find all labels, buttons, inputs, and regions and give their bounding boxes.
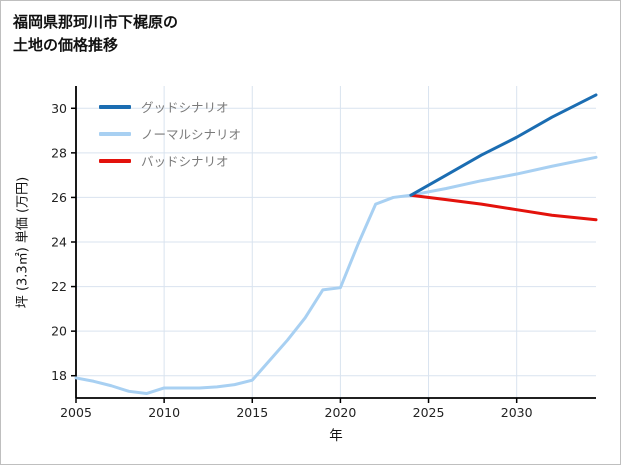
y-tick-label: 20 <box>51 324 67 339</box>
chart-title-line1: 福岡県那珂川市下梶原の <box>13 13 179 31</box>
legend-item-bad-scenario: バッドシナリオ <box>99 147 241 174</box>
x-tick-label: 2030 <box>501 405 533 420</box>
normal-scenario-line-swatch <box>99 131 131 136</box>
series-line-0 <box>409 93 598 197</box>
y-tick-label: 28 <box>51 145 67 160</box>
good-scenario-line-swatch <box>99 104 131 109</box>
legend-item-good-scenario: グッドシナリオ <box>99 93 241 120</box>
bad-scenario-line-swatch <box>99 158 131 163</box>
legend-item-normal-scenario: ノーマルシナリオ <box>99 120 241 147</box>
series-line-2 <box>409 193 598 222</box>
y-tick-label: 18 <box>51 368 67 383</box>
y-axis-label: 坪 (3.3㎡) 単価 (万円) <box>15 176 31 309</box>
legend-label: バッドシナリオ <box>141 154 229 169</box>
legend-label: グッドシナリオ <box>141 100 229 115</box>
x-tick-label: 2010 <box>148 405 180 420</box>
series-line-1 <box>74 155 598 396</box>
x-tick-label: 2005 <box>60 405 92 420</box>
x-tick-label: 2015 <box>236 405 268 420</box>
chart-legend: グッドシナリオ ノーマルシナリオ バッドシナリオ <box>99 93 241 174</box>
y-tick-label: 26 <box>51 190 67 205</box>
y-tick-label: 24 <box>51 235 67 250</box>
chart-title: 福岡県那珂川市下梶原の 土地の価格推移 <box>13 11 178 56</box>
x-tick-label: 2020 <box>325 405 357 420</box>
x-axis-label: 年 <box>329 428 343 444</box>
chart-title-line2: 土地の価格推移 <box>13 35 119 54</box>
x-tick-label: 2025 <box>413 405 445 420</box>
y-tick-label: 30 <box>51 101 67 116</box>
y-tick-label: 22 <box>51 279 67 294</box>
legend-label: ノーマルシナリオ <box>141 127 242 142</box>
